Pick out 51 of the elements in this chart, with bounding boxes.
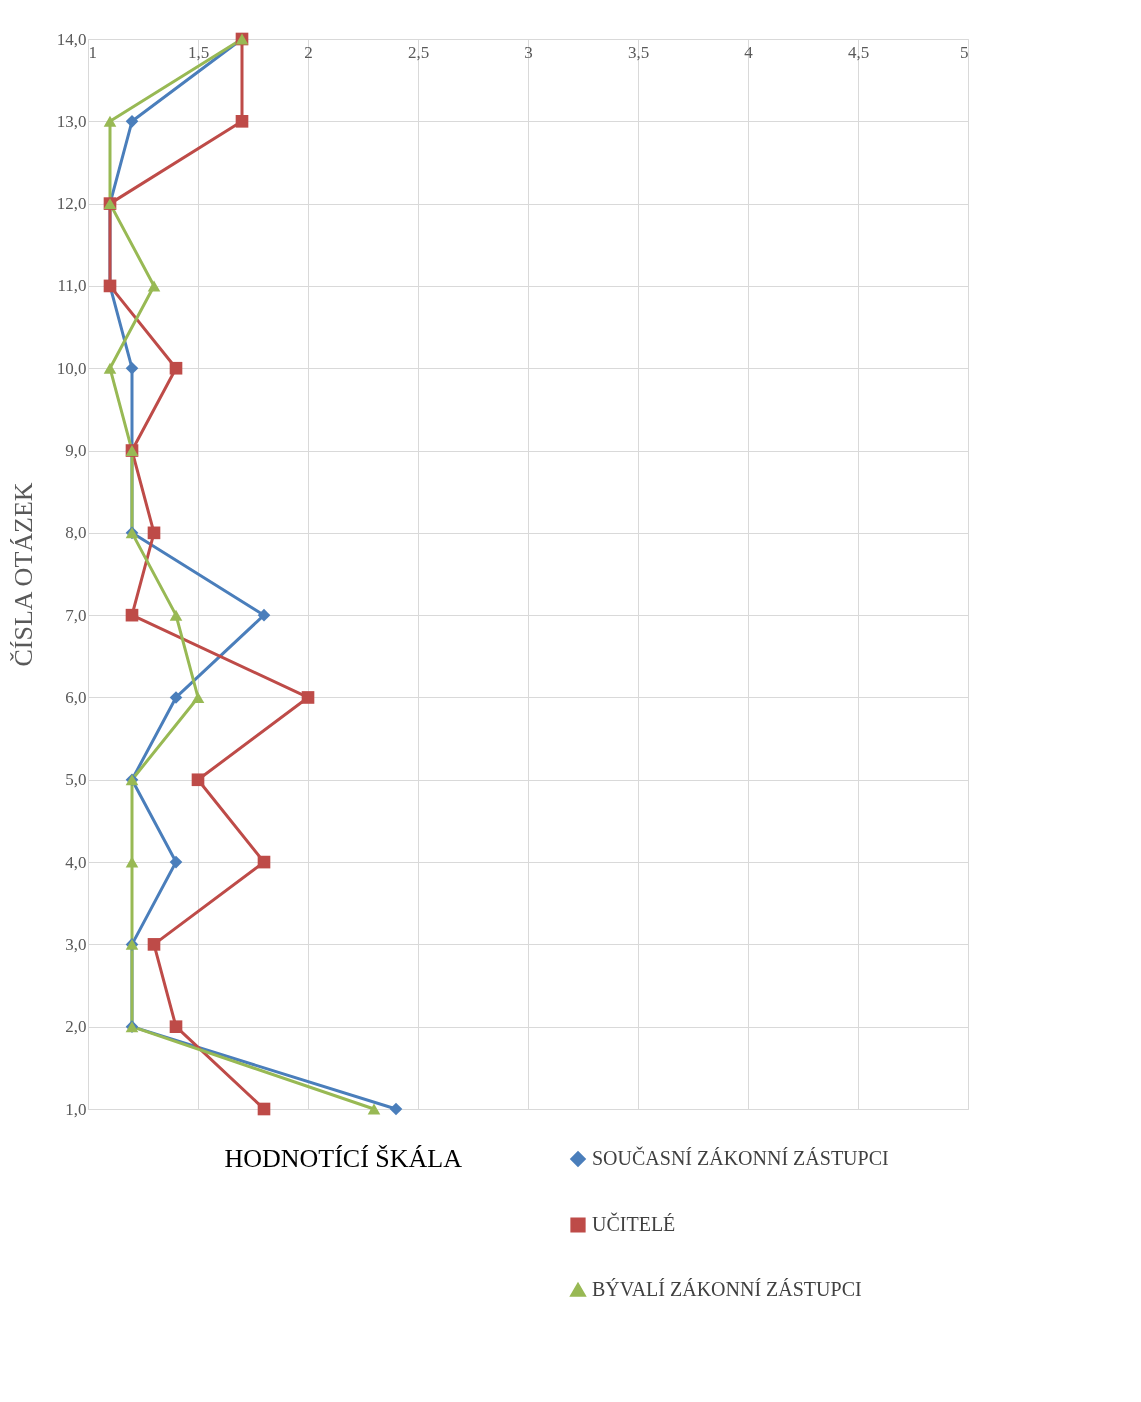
x-axis-title: HODNOTÍCÍ ŠKÁLA — [224, 1144, 463, 1173]
point — [257, 608, 271, 622]
point — [389, 1102, 403, 1116]
point — [257, 1102, 271, 1116]
y-tick-label: 6,0 — [65, 687, 87, 707]
x-tick-label: 3,5 — [627, 42, 650, 62]
point — [169, 691, 183, 704]
point — [125, 114, 139, 128]
x-tick-label: 2,5 — [407, 42, 430, 62]
point — [103, 115, 117, 127]
legend-label: UČITELÉ — [592, 1212, 676, 1235]
x-tick-label: 1,5 — [187, 42, 210, 62]
x-tick-label: 4,5 — [847, 42, 870, 62]
y-tick-label: 7,0 — [65, 605, 87, 625]
y-tick-label: 8,0 — [65, 523, 87, 543]
point — [191, 773, 205, 787]
y-tick-label: 5,0 — [65, 770, 87, 790]
point — [147, 280, 161, 292]
y-tick-label: 13,0 — [56, 111, 87, 131]
point — [367, 1103, 381, 1115]
y-tick-label: 14,0 — [56, 29, 87, 49]
point — [257, 855, 271, 869]
point — [169, 1020, 183, 1034]
y-tick-label: 12,0 — [56, 194, 87, 214]
x-tick-label: 3 — [524, 42, 533, 62]
y-tick-label: 2,0 — [65, 1017, 87, 1037]
y-tick-label: 3,0 — [65, 934, 87, 954]
point — [169, 855, 183, 869]
x-tick-label: 5 — [960, 42, 969, 62]
legend-label: SOUČASNÍ ZÁKONNÍ ZÁSTUPCI — [592, 1146, 889, 1169]
y-tick-label: 1,0 — [65, 1099, 87, 1119]
y-tick-label: 4,0 — [65, 852, 87, 872]
point — [235, 114, 249, 128]
x-tick-label: 4 — [744, 42, 754, 62]
x-tick-label: 1 — [88, 42, 97, 62]
y-tick-label: 9,0 — [65, 441, 87, 461]
point — [147, 526, 161, 540]
point — [191, 691, 205, 703]
point — [125, 361, 139, 375]
point — [169, 361, 183, 375]
y-tick-label: 10,0 — [56, 358, 87, 378]
point — [169, 609, 183, 621]
x-tick-label: 2 — [304, 42, 313, 62]
point — [125, 608, 139, 622]
y-tick-label: 11,0 — [57, 276, 87, 296]
point — [301, 691, 315, 704]
legend-label: BÝVALÍ ZÁKONNÍ ZÁSTUPCI — [592, 1278, 862, 1300]
y-axis-title: ČÍSLA OTÁZEK — [8, 482, 38, 667]
point — [103, 362, 117, 374]
point — [125, 856, 139, 868]
point — [147, 938, 161, 951]
